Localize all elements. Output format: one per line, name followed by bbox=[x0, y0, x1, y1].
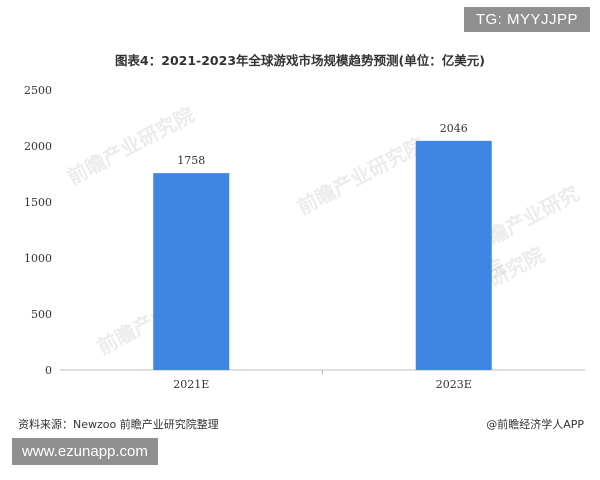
data-label: 1758 bbox=[177, 154, 205, 167]
y-tick-label: 2500 bbox=[24, 84, 52, 97]
x-tick-label: 2021E bbox=[173, 378, 209, 391]
bar-2023E bbox=[415, 140, 492, 370]
site-label: www.ezunapp.com bbox=[12, 438, 158, 465]
y-tick-label: 1000 bbox=[24, 252, 52, 265]
brand-credit: @前瞻经济学人APP bbox=[486, 418, 584, 431]
y-tick-label: 1500 bbox=[24, 196, 52, 209]
chart-title: 图表4：2021-2023年全球游戏市场规模趋势预测(单位：亿美元) bbox=[115, 53, 485, 68]
tg-label: TG: MYYJJPP bbox=[463, 7, 590, 32]
data-label: 2046 bbox=[440, 122, 468, 135]
y-tick-label: 2000 bbox=[24, 140, 52, 153]
y-tick-label: 500 bbox=[31, 308, 52, 321]
bar-2021E bbox=[153, 173, 230, 370]
x-tick-label: 2023E bbox=[436, 378, 472, 391]
y-tick-label: 0 bbox=[45, 364, 52, 377]
source-note: 资料来源：Newzoo 前瞻产业研究院整理 bbox=[18, 418, 219, 431]
